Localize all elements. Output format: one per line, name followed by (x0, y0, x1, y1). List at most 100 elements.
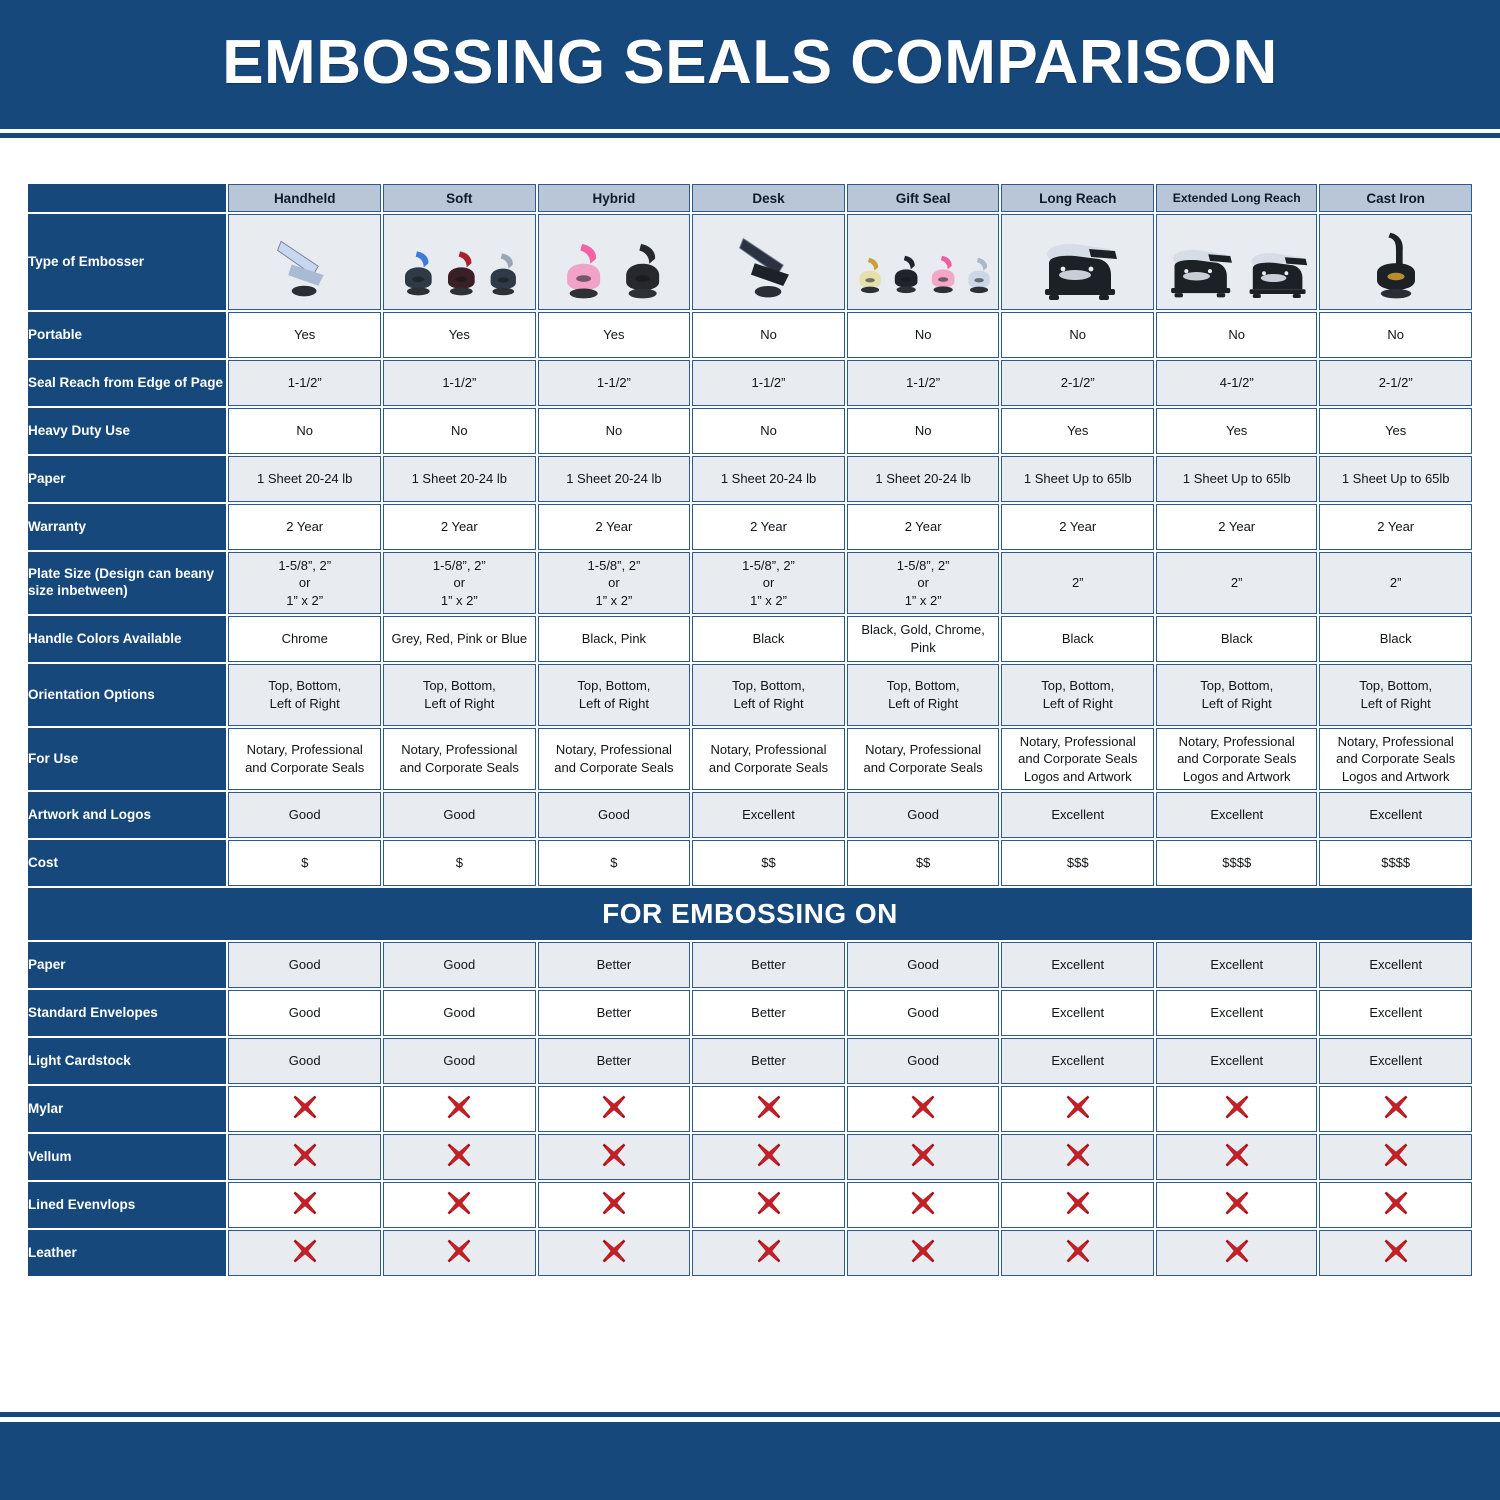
desk-embosser-image (693, 219, 844, 305)
banner-rule-top (0, 124, 1500, 129)
cell-value: No (1228, 327, 1246, 343)
cell-value: Yes (1385, 423, 1407, 439)
not-supported-cell (1319, 1230, 1472, 1276)
table-row: Vellum (28, 1134, 1472, 1180)
cell-value: 2 Year (595, 519, 633, 535)
not-supported-cell (846, 1182, 1000, 1228)
cell-value: 2 Year (904, 519, 942, 535)
not-supported-cell (846, 1230, 1000, 1276)
not-supported-cell (1319, 1182, 1472, 1228)
data-cell: 2-1/2” (1001, 360, 1155, 406)
comparison-table-wrapper: Handheld Soft Hybrid Desk Gift Seal Long Reac… (26, 182, 1474, 1278)
page-banner: EMBOSSING SEALS COMPARISON (0, 0, 1500, 124)
not-supported-cell (1156, 1086, 1318, 1132)
cell-value: 1 Sheet 20-24 lb (256, 471, 353, 487)
row-label-paper: Paper (28, 456, 227, 502)
row-label-handle-colors-available: Handle Colors Available (28, 616, 227, 662)
cell-value: Top, Bottom, Left of Right (1200, 678, 1274, 711)
red-x-icon (911, 1095, 935, 1119)
data-cell: Black (1156, 616, 1318, 662)
cell-value: Excellent (1051, 1053, 1105, 1069)
row-label-leather: Leather (28, 1230, 227, 1276)
cell-value: 1 Sheet 20-24 lb (720, 471, 817, 487)
red-x-icon (1225, 1143, 1249, 1167)
data-cell: Notary, Professional and Corporate Seals (846, 728, 1000, 790)
data-cell: $$ (846, 840, 1000, 886)
data-cell: Good (383, 1038, 536, 1084)
data-cell: Excellent (1156, 1038, 1318, 1084)
not-supported-cell (692, 1134, 845, 1180)
data-cell: No (383, 408, 536, 454)
cell-value: Notary, Professional and Corporate Seals (708, 742, 829, 775)
embosser-product-image-cell (228, 214, 381, 310)
cell-value: Good (288, 1053, 321, 1069)
section-band-for-embossing-on: FOR EMBOSSING ON (28, 888, 1472, 940)
data-cell: 2” (1319, 552, 1472, 614)
data-cell: Better (537, 942, 691, 988)
cell-value: 1-5/8”, 2” or 1” x 2” (432, 557, 486, 608)
table-head: Handheld Soft Hybrid Desk Gift Seal Long Reac… (28, 184, 1472, 212)
table-body: Type of Embosser Portable Yes Yes Yes No No No N… (28, 214, 1472, 1276)
data-cell: Excellent (1156, 792, 1318, 838)
handheld-embosser-image (229, 219, 380, 305)
long-reach-embosser-image (1002, 219, 1153, 305)
cell-value: 1 Sheet Up to 65lb (1341, 471, 1450, 487)
row-label-cost: Cost (28, 840, 227, 886)
cell-value: Black, Gold, Chrome, Pink (861, 622, 985, 655)
not-supported-cell (692, 1182, 845, 1228)
data-cell: Good (537, 792, 691, 838)
data-cell: Excellent (1001, 990, 1155, 1036)
data-cell: Notary, Professional and Corporate Seals (692, 728, 845, 790)
not-supported-cell (692, 1230, 845, 1276)
data-cell: Excellent (1001, 1038, 1155, 1084)
cell-value: 1-5/8”, 2” or 1” x 2” (742, 557, 795, 608)
data-cell: No (537, 408, 691, 454)
not-supported-cell (537, 1182, 691, 1228)
data-cell: Black (1319, 616, 1472, 662)
cell-value: Better (751, 1005, 786, 1021)
data-cell: 2 Year (1001, 504, 1155, 550)
red-x-icon (1384, 1191, 1408, 1215)
data-cell: No (228, 408, 381, 454)
cell-value: 1-1/2” (287, 375, 322, 391)
footer-rule-gap (0, 1417, 1500, 1422)
table-row: Standard Envelopes Good Good Better Better Go… (28, 990, 1472, 1036)
cell-value: Top, Bottom, Left of Right (1359, 678, 1433, 711)
red-x-icon (1225, 1191, 1249, 1215)
data-cell: Yes (228, 312, 381, 358)
not-supported-cell (1156, 1134, 1318, 1180)
not-supported-cell (1319, 1134, 1472, 1180)
row-label-lined-evenvlops: Lined Evenvlops (28, 1182, 227, 1228)
not-supported-cell (383, 1182, 536, 1228)
cell-value: Chrome (281, 631, 328, 647)
data-cell: Good (846, 1038, 1000, 1084)
cell-value: Excellent (1210, 957, 1264, 973)
embosser-product-image-cell (692, 214, 845, 310)
cell-value: No (450, 423, 468, 439)
table-row: Light Cardstock Good Good Better Better Good E… (28, 1038, 1472, 1084)
red-x-icon (1066, 1191, 1090, 1215)
cell-value: Grey, Red, Pink or Blue (391, 631, 528, 647)
table-row: Type of Embosser (28, 214, 1472, 310)
data-cell: $ (383, 840, 536, 886)
cell-value: Black, Pink (581, 631, 647, 647)
cell-value: 2 Year (286, 519, 324, 535)
not-supported-cell (692, 1086, 845, 1132)
red-x-icon (1384, 1239, 1408, 1263)
cell-value: 2” (1230, 575, 1243, 591)
table-row: Seal Reach from Edge of Page 1-1/2” 1-1/2”… (28, 360, 1472, 406)
data-cell: $$$$ (1319, 840, 1472, 886)
red-x-icon (1225, 1095, 1249, 1119)
row-label-seal-reach-from-edge-of-page: Seal Reach from Edge of Page (28, 360, 227, 406)
section-band-row: FOR EMBOSSING ON (28, 888, 1472, 940)
data-cell: 2-1/2” (1319, 360, 1472, 406)
not-supported-cell (1001, 1134, 1155, 1180)
cell-value: 1-1/2” (906, 375, 941, 391)
embosser-product-image-cell (846, 214, 1000, 310)
red-x-icon (447, 1143, 471, 1167)
data-cell: Top, Bottom, Left of Right (1001, 664, 1155, 726)
row-label-type-of-embosser: Type of Embosser (28, 214, 227, 310)
row-label-standard-envelopes: Standard Envelopes (28, 990, 227, 1036)
row-label-vellum: Vellum (28, 1134, 227, 1180)
data-cell: 1 Sheet 20-24 lb (383, 456, 536, 502)
